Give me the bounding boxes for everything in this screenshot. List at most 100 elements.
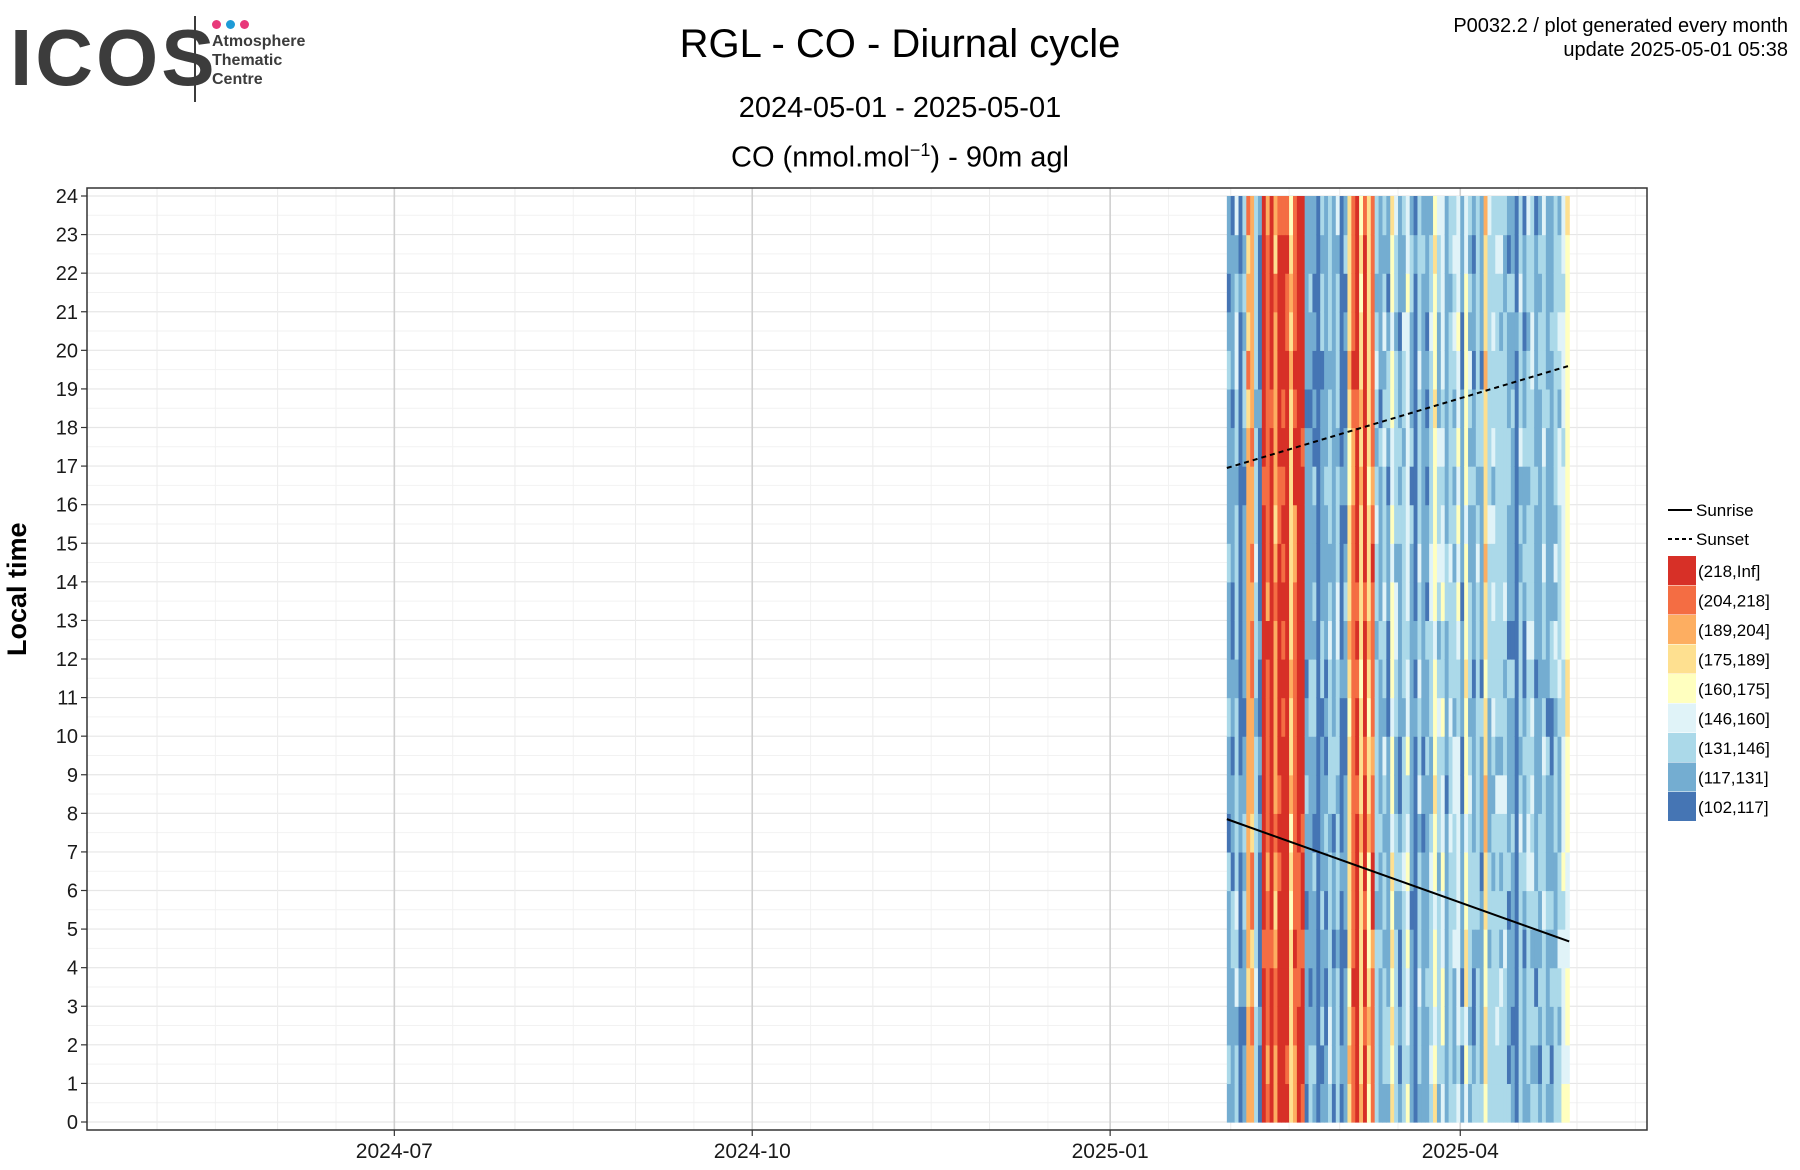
heatmap-cell — [1456, 967, 1461, 1007]
heatmap-cell — [1382, 736, 1387, 776]
heatmap-cell — [1382, 774, 1387, 814]
heatmap-cell — [1452, 543, 1457, 583]
heatmap-cell — [1460, 427, 1465, 467]
heatmap-cell — [1327, 851, 1333, 892]
heatmap-cell — [1468, 774, 1473, 814]
heatmap-cell — [1526, 504, 1531, 544]
logo-text: Atmosphere Thematic Centre — [212, 32, 305, 89]
heatmap-cell — [1273, 234, 1279, 274]
heatmap-cell — [1538, 1044, 1543, 1085]
heatmap-cell — [1359, 350, 1364, 390]
heatmap-cell — [1421, 388, 1426, 429]
heatmap-cell — [1254, 620, 1259, 660]
meta-line-2: update 2025-05-01 05:38 — [1563, 39, 1788, 61]
heatmap-cell — [1421, 736, 1426, 776]
heatmap-cell — [1487, 466, 1492, 506]
heatmap-cell — [1347, 697, 1352, 737]
heatmap-cell — [1308, 504, 1314, 544]
heatmap-cell — [1289, 774, 1294, 814]
heatmap-cell — [1394, 273, 1399, 313]
heatmap-cell — [1289, 543, 1294, 583]
heatmap-cell — [1510, 581, 1516, 622]
heatmap-cell — [1363, 350, 1368, 390]
heatmap-cell — [1390, 504, 1395, 544]
heatmap-cell — [1378, 890, 1384, 930]
heatmap-cell — [1401, 929, 1407, 969]
heatmap-cell — [1444, 813, 1450, 853]
heatmap-cell — [1491, 504, 1496, 544]
heatmap-cell — [1257, 234, 1263, 274]
heatmap-cell — [1355, 234, 1360, 274]
heatmap-cell — [1561, 851, 1566, 892]
heatmap-cell — [1351, 427, 1356, 467]
heatmap-cell — [1242, 659, 1247, 699]
heatmap-cell — [1491, 774, 1496, 814]
heatmap-cell — [1460, 1083, 1465, 1123]
heatmap-cell — [1530, 1006, 1535, 1046]
heatmap-cell — [1250, 504, 1255, 544]
heatmap-cell — [1429, 1044, 1434, 1085]
heatmap-cell — [1304, 929, 1310, 969]
heatmap-cell — [1433, 543, 1438, 583]
heatmap-cell — [1565, 697, 1570, 737]
heatmap-cell — [1269, 1083, 1275, 1123]
heatmap-cell — [1308, 736, 1314, 776]
heatmap-cell — [1429, 851, 1434, 892]
heatmap-cell — [1394, 543, 1399, 583]
heatmap-cell — [1238, 774, 1244, 814]
heatmap-cell — [1522, 736, 1528, 776]
heatmap-cell — [1452, 1006, 1457, 1046]
heatmap-cell — [1238, 466, 1244, 506]
heatmap-cell — [1549, 196, 1555, 236]
heatmap-cell — [1343, 620, 1349, 660]
heatmap-cell — [1514, 1083, 1520, 1123]
chart-title: RGL - CO - Diurnal cycle — [679, 22, 1121, 66]
heatmap-cell — [1370, 813, 1376, 853]
heatmap-cell — [1545, 543, 1551, 583]
heatmap-cell — [1359, 774, 1364, 814]
heatmap-cell — [1331, 273, 1337, 313]
heatmap-cell — [1444, 466, 1450, 506]
heatmap-cell — [1503, 350, 1508, 390]
heatmap-cell — [1436, 929, 1442, 969]
heatmap-cell — [1534, 1083, 1539, 1123]
heatmap-cell — [1250, 659, 1255, 699]
heatmap-cell — [1246, 427, 1251, 467]
heatmap-cell — [1285, 350, 1290, 390]
heatmap-cell — [1335, 697, 1341, 737]
heatmap-cell — [1378, 196, 1384, 236]
heatmap-cell — [1382, 273, 1387, 313]
heatmap-cell — [1390, 620, 1395, 660]
heatmap-cell — [1363, 581, 1368, 622]
heatmap-cell — [1230, 697, 1236, 737]
heatmap-cell — [1487, 774, 1492, 814]
heatmap-cell — [1541, 774, 1547, 814]
heatmap-cell — [1324, 620, 1329, 660]
heatmap-cell — [1269, 620, 1275, 660]
heatmap-cell — [1386, 388, 1391, 429]
heatmap-cell — [1316, 388, 1321, 429]
heatmap-cell — [1289, 466, 1294, 506]
heatmap-cell — [1487, 929, 1492, 969]
heatmap-cell — [1374, 774, 1380, 814]
heatmap-cell — [1483, 813, 1489, 853]
heatmap-cell — [1359, 504, 1364, 544]
heatmap-cell — [1386, 466, 1391, 506]
heatmap-cell — [1409, 929, 1415, 969]
heatmap-cell — [1285, 1006, 1290, 1046]
heatmap-cell — [1281, 543, 1286, 583]
heatmap-cell — [1417, 851, 1422, 892]
heatmap-cell — [1464, 388, 1469, 429]
heatmap-cell — [1510, 620, 1516, 660]
heatmap-cell — [1316, 311, 1321, 351]
heatmap-cell — [1300, 581, 1306, 622]
heatmap-cell — [1425, 543, 1430, 583]
heatmap-cell — [1355, 543, 1360, 583]
heatmap-cell — [1538, 851, 1543, 892]
heatmap-cell — [1273, 929, 1279, 969]
heatmap-cell — [1460, 466, 1465, 506]
heatmap-cell — [1269, 774, 1275, 814]
heatmap-cell — [1320, 774, 1325, 814]
heatmap-cell — [1444, 504, 1450, 544]
heatmap-cell — [1499, 196, 1504, 236]
